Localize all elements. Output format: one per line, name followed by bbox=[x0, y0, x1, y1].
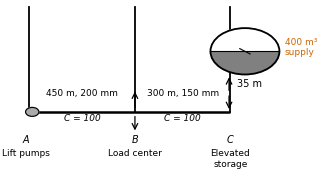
Circle shape bbox=[211, 28, 280, 74]
Text: Lift pumps: Lift pumps bbox=[2, 149, 50, 158]
Text: 450 m, 200 mm: 450 m, 200 mm bbox=[46, 89, 118, 98]
Text: B: B bbox=[132, 135, 138, 145]
Text: C = 100: C = 100 bbox=[164, 114, 201, 123]
Text: 400 m³
supply: 400 m³ supply bbox=[285, 38, 317, 57]
Text: Elevated
storage: Elevated storage bbox=[211, 149, 250, 169]
Text: A: A bbox=[23, 135, 30, 145]
Text: C: C bbox=[227, 135, 234, 145]
Text: 35 m: 35 m bbox=[237, 79, 262, 89]
Circle shape bbox=[25, 108, 39, 116]
Text: 300 m, 150 mm: 300 m, 150 mm bbox=[147, 89, 219, 98]
Wedge shape bbox=[211, 28, 280, 51]
Text: Load center: Load center bbox=[108, 149, 162, 158]
Text: C = 100: C = 100 bbox=[64, 114, 100, 123]
